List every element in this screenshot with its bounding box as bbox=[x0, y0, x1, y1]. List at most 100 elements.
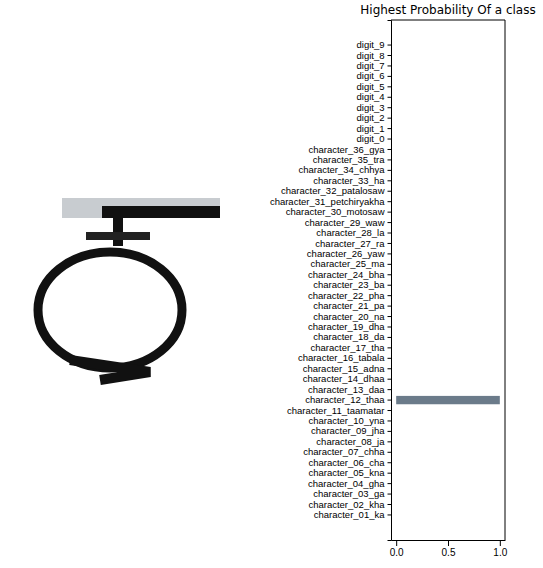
y-tick: character_03_ga bbox=[313, 488, 391, 499]
y-tick-mark bbox=[388, 306, 392, 307]
y-tick: character_29_waw bbox=[305, 217, 391, 228]
y-tick-label: digit_4 bbox=[357, 91, 385, 102]
bar bbox=[396, 365, 397, 373]
x-tick-label: 1.0 bbox=[493, 547, 507, 558]
bar bbox=[396, 312, 397, 320]
y-tick: character_32_patalosaw bbox=[281, 185, 391, 196]
bar bbox=[396, 302, 397, 310]
y-tick-mark bbox=[388, 358, 392, 359]
bar bbox=[396, 104, 397, 112]
y-tick-label: character_06_cha bbox=[308, 457, 385, 468]
bar bbox=[396, 438, 397, 446]
y-tick-mark bbox=[388, 441, 392, 442]
y-tick-mark bbox=[388, 212, 392, 213]
y-tick-mark bbox=[388, 326, 392, 327]
y-tick: character_24_bha bbox=[308, 269, 391, 280]
y-tick-label: digit_3 bbox=[357, 102, 385, 113]
y-tick: character_12_thaa bbox=[305, 394, 391, 405]
y-tick-mark bbox=[388, 337, 392, 338]
y-tick-label: character_33_ha bbox=[313, 175, 385, 186]
y-tick: character_19_dha bbox=[308, 321, 391, 332]
y-tick: character_35_tra bbox=[313, 154, 391, 165]
y-tick-mark bbox=[388, 149, 392, 150]
y-tick: character_20_na bbox=[313, 311, 391, 322]
bar bbox=[396, 479, 397, 487]
y-tick: character_25_ma bbox=[311, 258, 391, 269]
y-tick-label: character_01_ka bbox=[314, 509, 385, 520]
y-tick-label: character_13_daa bbox=[308, 384, 385, 395]
y-tick: character_10_yna bbox=[308, 415, 391, 426]
y-tick: character_33_ha bbox=[313, 175, 391, 186]
y-tick-mark bbox=[388, 431, 392, 432]
glyph-stroke bbox=[86, 232, 150, 240]
bar bbox=[396, 198, 397, 206]
y-tick: character_28_la bbox=[316, 227, 391, 238]
bar bbox=[396, 427, 397, 435]
y-tick-label: character_04_gha bbox=[308, 478, 385, 489]
bar bbox=[396, 500, 397, 508]
y-tick-mark bbox=[388, 86, 392, 87]
bar bbox=[396, 396, 500, 404]
y-tick: digit_9 bbox=[357, 39, 392, 50]
y-tick-mark bbox=[388, 285, 392, 286]
y-tick-label: digit_7 bbox=[357, 60, 385, 71]
y-tick-mark bbox=[388, 118, 392, 119]
y-axis: character_01_kacharacter_02_khacharacter… bbox=[270, 21, 392, 541]
bar bbox=[396, 385, 397, 393]
y-tick-mark bbox=[388, 128, 392, 129]
bar bbox=[396, 375, 397, 383]
y-tick: character_18_da bbox=[313, 331, 391, 342]
bar bbox=[396, 239, 397, 247]
y-tick: character_27_ra bbox=[315, 237, 391, 248]
y-tick-label: digit_6 bbox=[357, 70, 385, 81]
x-tick-label: 0.0 bbox=[390, 547, 404, 558]
y-tick: character_14_dhaa bbox=[303, 373, 391, 384]
bar bbox=[396, 417, 397, 425]
y-tick: character_05_kna bbox=[308, 467, 391, 478]
y-tick-label: character_28_la bbox=[316, 227, 385, 238]
y-tick-mark bbox=[388, 410, 392, 411]
y-tick-mark bbox=[388, 76, 392, 77]
y-tick: character_36_gya bbox=[308, 144, 391, 155]
frame-right bbox=[505, 20, 506, 540]
y-tick: character_34_chhya bbox=[298, 164, 391, 175]
bars bbox=[396, 396, 500, 404]
y-tick-mark bbox=[388, 65, 392, 66]
y-tick-mark bbox=[388, 97, 392, 98]
bar bbox=[396, 145, 397, 153]
y-tick-label: character_31_petchiryakha bbox=[270, 196, 385, 207]
x-tick: 1.0 bbox=[493, 540, 507, 558]
y-tick-mark bbox=[388, 45, 392, 46]
y-tick-mark bbox=[388, 389, 392, 390]
bar bbox=[396, 187, 397, 195]
y-tick: digit_5 bbox=[357, 81, 392, 92]
y-tick-mark bbox=[388, 400, 392, 401]
y-tick-mark bbox=[388, 180, 392, 181]
y-tick-mark bbox=[388, 483, 392, 484]
bar bbox=[396, 511, 397, 519]
y-tick-label: character_15_adna bbox=[303, 363, 386, 374]
glyph-loop bbox=[38, 252, 182, 368]
input-glyph bbox=[38, 198, 220, 380]
y-tick: character_15_adna bbox=[303, 363, 391, 374]
y-tick: character_08_ja bbox=[316, 436, 391, 447]
bar bbox=[396, 229, 397, 237]
y-tick-mark bbox=[388, 233, 392, 234]
y-tick-label: character_10_yna bbox=[308, 415, 385, 426]
y-tick-label: character_12_thaa bbox=[305, 394, 385, 405]
bar bbox=[396, 156, 397, 164]
glyph-shade bbox=[62, 198, 220, 218]
y-tick: character_09_jha bbox=[311, 425, 391, 436]
y-tick-mark bbox=[388, 462, 392, 463]
y-tick-label: character_30_motosaw bbox=[286, 206, 385, 217]
y-tick-mark bbox=[388, 473, 392, 474]
y-tick-label: digit_5 bbox=[357, 81, 385, 92]
y-tick-label: character_27_ra bbox=[315, 237, 385, 248]
y-tick-label: digit_9 bbox=[357, 39, 385, 50]
y-tick-label: character_03_ga bbox=[313, 488, 385, 499]
bar bbox=[396, 260, 397, 268]
y-tick-mark bbox=[388, 494, 392, 495]
y-tick-label: character_02_kha bbox=[308, 499, 385, 510]
y-tick-mark bbox=[388, 253, 392, 254]
y-tick-mark bbox=[388, 170, 392, 171]
